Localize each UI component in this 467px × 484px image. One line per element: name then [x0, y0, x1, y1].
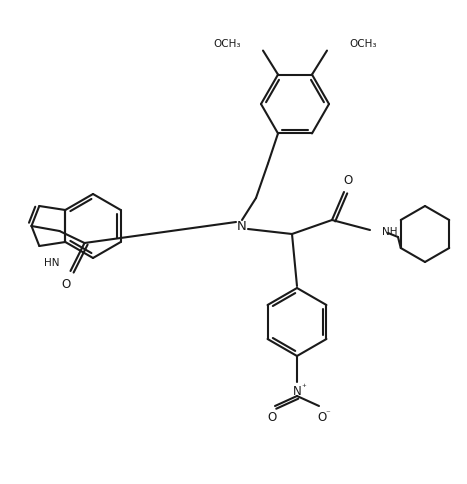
Text: N: N	[237, 220, 247, 233]
Text: NH: NH	[382, 227, 397, 237]
Text: N: N	[293, 385, 301, 398]
Text: ⁻: ⁻	[325, 408, 330, 418]
Text: O: O	[62, 277, 71, 290]
Text: ⁺: ⁺	[302, 383, 306, 392]
Text: O: O	[268, 410, 276, 424]
Text: O: O	[318, 410, 326, 424]
Text: O: O	[343, 174, 353, 187]
Text: OCH₃: OCH₃	[213, 38, 241, 48]
Text: HN: HN	[44, 257, 60, 268]
Text: OCH₃: OCH₃	[349, 38, 376, 48]
